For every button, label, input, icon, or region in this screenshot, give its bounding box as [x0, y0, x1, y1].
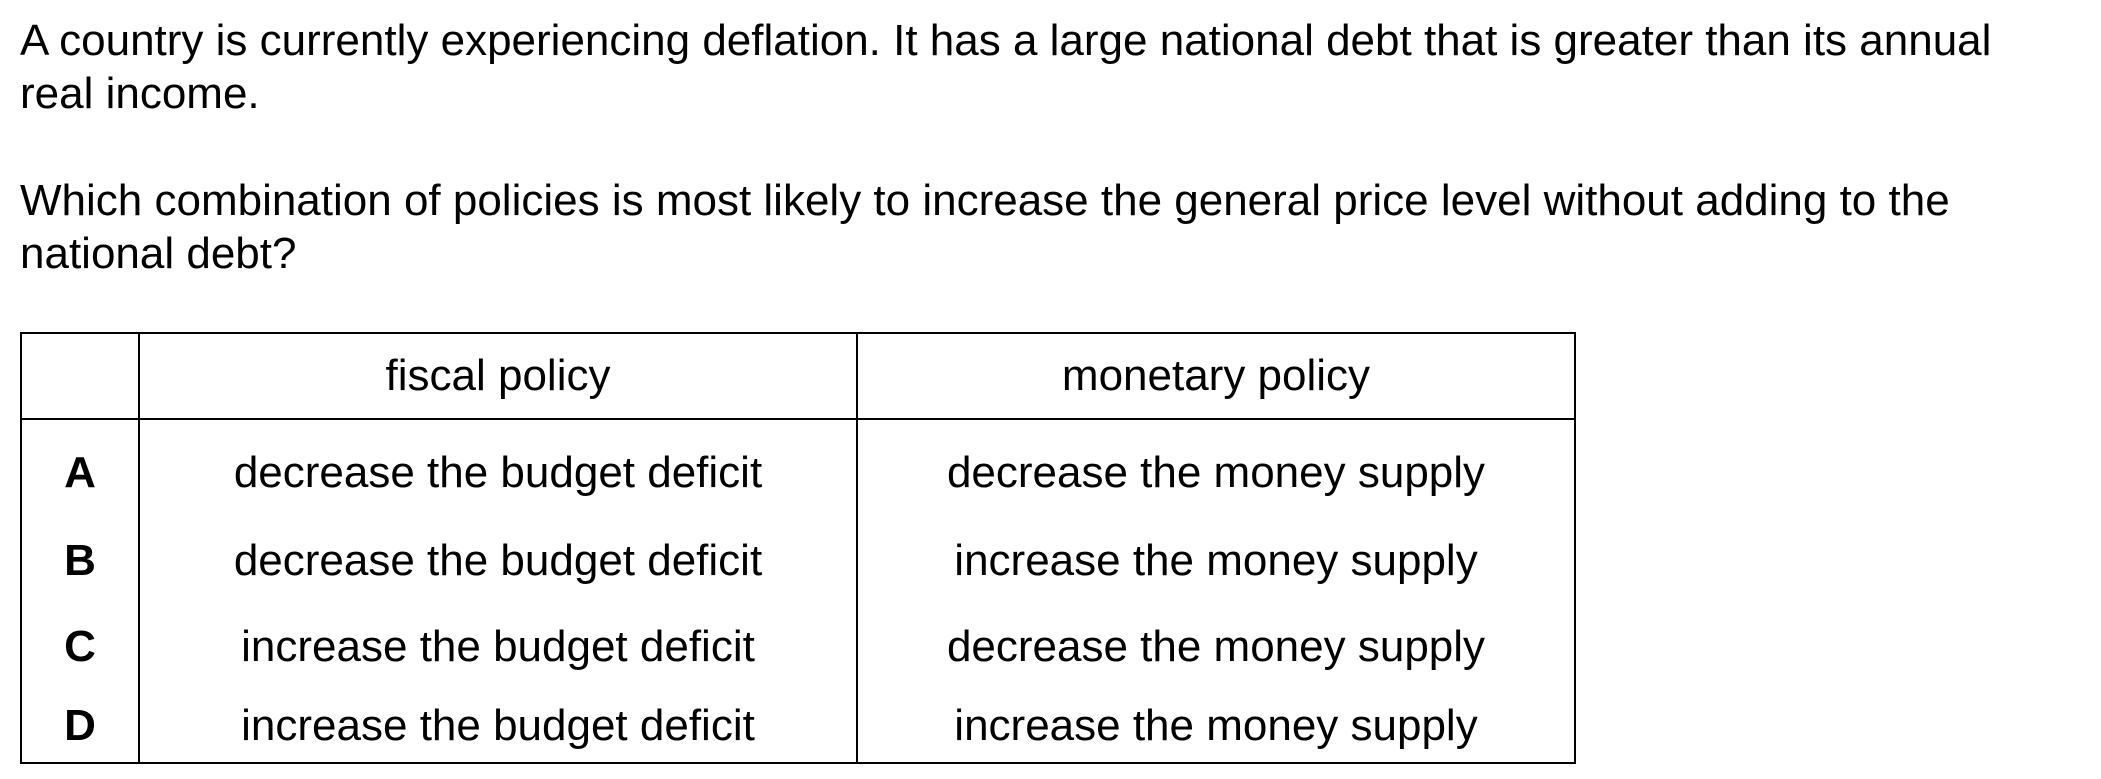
option-row-d: D increase the budget deficit increase t… [21, 690, 1575, 763]
option-fiscal-policy: increase the budget deficit [139, 690, 857, 763]
option-row-b: B decrease the budget deficit increase t… [21, 518, 1575, 604]
table-header-row: fiscal policy monetary policy [21, 333, 1575, 419]
option-letter: C [21, 604, 139, 690]
option-monetary-policy: increase the money supply [857, 690, 1575, 763]
option-monetary-policy: increase the money supply [857, 518, 1575, 604]
question-prompt: Which combination of policies is most li… [20, 174, 2040, 280]
option-monetary-policy: decrease the money supply [857, 419, 1575, 518]
header-blank-cell [21, 333, 139, 419]
option-fiscal-policy: decrease the budget deficit [139, 518, 857, 604]
option-row-a: A decrease the budget deficit decrease t… [21, 419, 1575, 518]
option-row-c: C increase the budget deficit decrease t… [21, 604, 1575, 690]
question-context: A country is currently experiencing defl… [20, 14, 2040, 120]
option-letter: A [21, 419, 139, 518]
option-monetary-policy: decrease the money supply [857, 604, 1575, 690]
header-monetary-policy: monetary policy [857, 333, 1575, 419]
header-fiscal-policy: fiscal policy [139, 333, 857, 419]
options-table: fiscal policy monetary policy A decrease… [20, 332, 1576, 764]
option-fiscal-policy: decrease the budget deficit [139, 419, 857, 518]
option-fiscal-policy: increase the budget deficit [139, 604, 857, 690]
option-letter: B [21, 518, 139, 604]
option-letter: D [21, 690, 139, 763]
